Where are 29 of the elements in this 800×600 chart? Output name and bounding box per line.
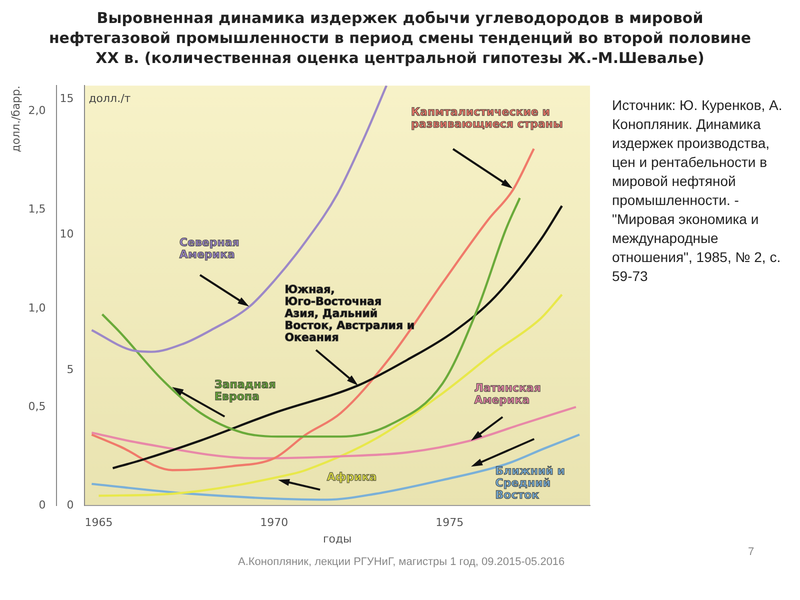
y-tick-label: 1,5 bbox=[28, 202, 46, 216]
y2-axis-title: долл./т bbox=[88, 92, 132, 106]
y-tick-label: 2,0 bbox=[28, 104, 46, 118]
series-label: Латинская Америка bbox=[474, 382, 541, 407]
text: Источник: Ю. Куренков, А. Конопляник. Динамика издержек производства, цен и рентабельности в мировой нефтяной промышленности. - "Мировая экономика и международные отношения", 1985, № 2, с. 59-73 bbox=[612, 97, 782, 284]
text: Северная Америка bbox=[179, 236, 240, 261]
y2-tick-label: 10 bbox=[60, 227, 74, 240]
line-series bbox=[98, 294, 564, 497]
y-axis-title: долл./барр. bbox=[9, 86, 22, 152]
y-tick-label: 0,5 bbox=[28, 400, 46, 413]
text: 7 bbox=[748, 546, 754, 558]
x-tick-label: 1975 bbox=[436, 516, 464, 530]
y2-tick-label: 5 bbox=[66, 362, 74, 376]
y2-tick-label: 15 bbox=[60, 92, 74, 106]
y2-tick-label: 0 bbox=[66, 498, 74, 512]
series-label: Южная, Юго-Восточная Азия, Дальний Восток, Австралия и Океания bbox=[284, 283, 415, 344]
line-series bbox=[90, 434, 581, 501]
series-label: Ближний и Средний Восток bbox=[495, 464, 565, 502]
series-label: Африка bbox=[326, 470, 377, 484]
x-tick-label: 1970 bbox=[260, 516, 288, 530]
y-tick-label: 1,0 bbox=[28, 301, 46, 314]
chart-title: Выровненная динамика издержек добычи углеводородов в мировой нефтегазовой промышленности в период смены тенденций во второй половине XX в. (количественная оценка центральной гипотезы Ж.-М.Шевалье) bbox=[48, 8, 752, 68]
x-tick-label: 1965 bbox=[84, 516, 113, 530]
text: А.Конопляник, лекции РГУНиГ, магистры 1 год, 09.2015-05.2016 bbox=[238, 556, 565, 568]
y-tick-label: 0 bbox=[38, 498, 46, 512]
line-series bbox=[90, 406, 578, 460]
x-axis-title: годы bbox=[322, 532, 352, 546]
text: Капмталистические и развивающиеся страны bbox=[411, 106, 564, 131]
series-label: Западная Европа bbox=[214, 378, 276, 403]
